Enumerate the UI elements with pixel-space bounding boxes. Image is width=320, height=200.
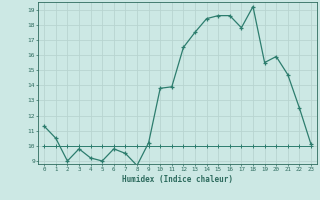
- X-axis label: Humidex (Indice chaleur): Humidex (Indice chaleur): [122, 175, 233, 184]
